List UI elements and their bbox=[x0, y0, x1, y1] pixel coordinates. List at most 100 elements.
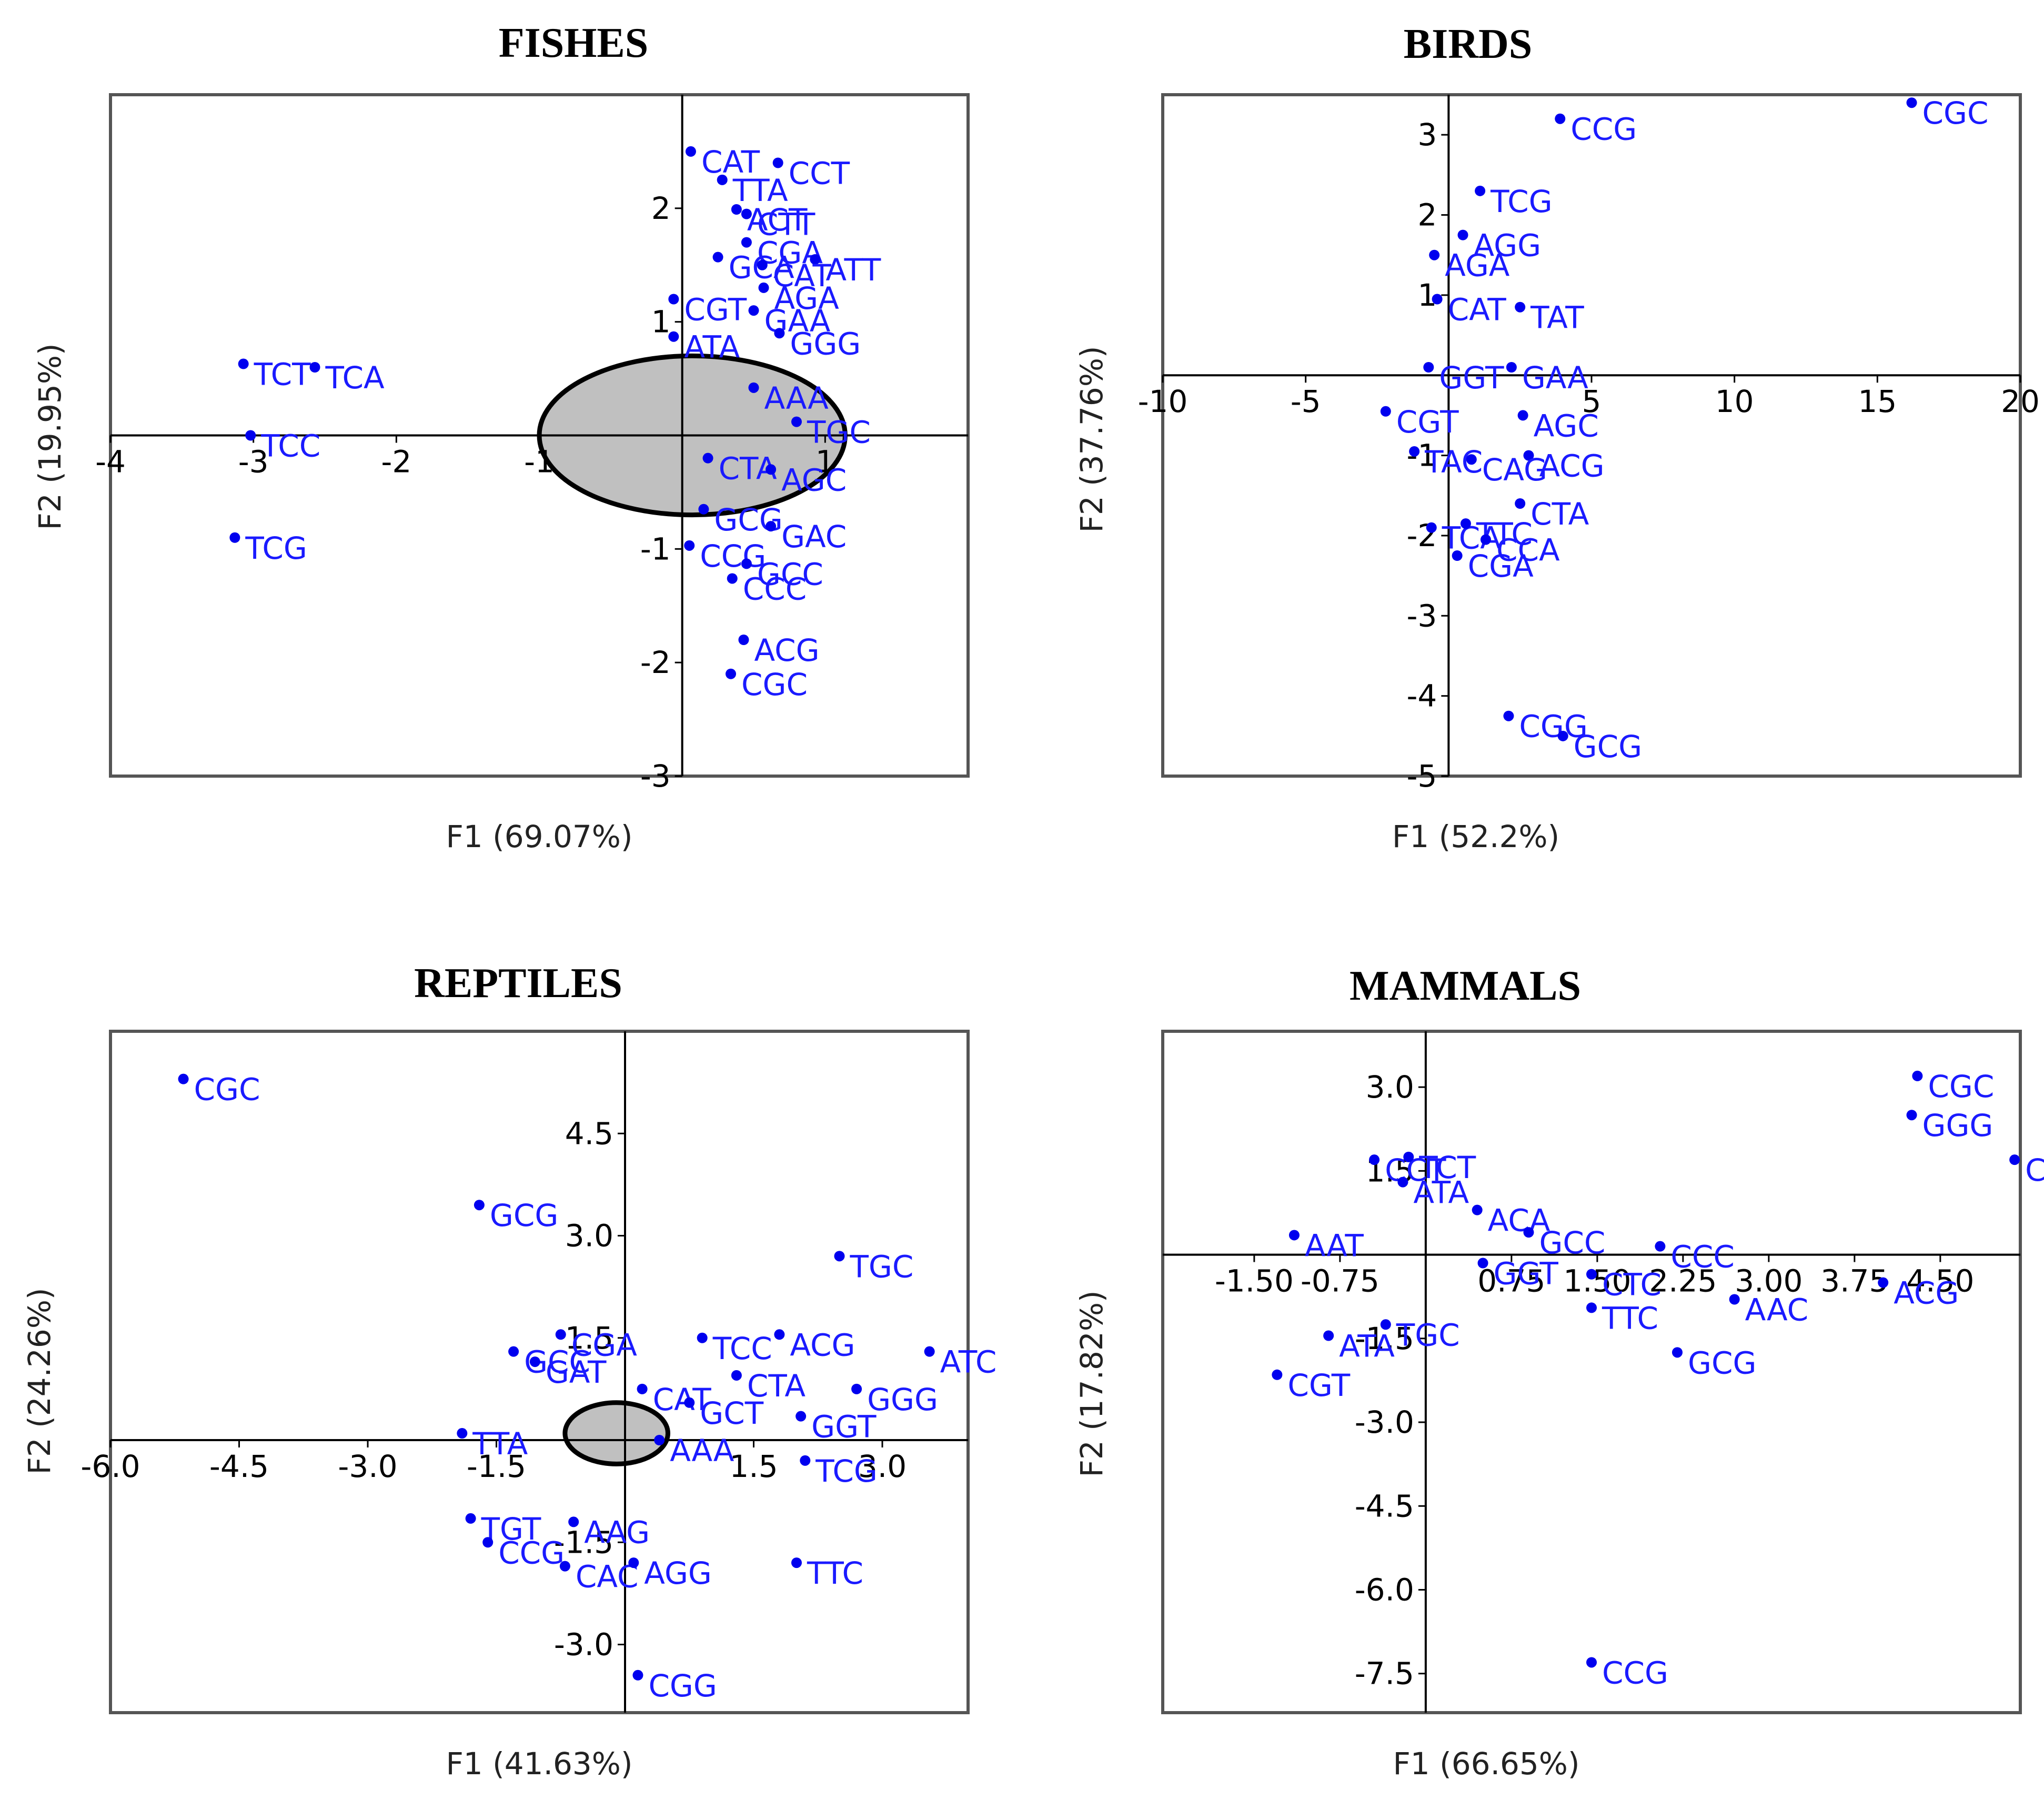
data-point bbox=[1555, 113, 1566, 124]
x-tick-label: -3 bbox=[238, 444, 269, 480]
point-label: AGG bbox=[644, 1555, 712, 1591]
point-label: CCG bbox=[1602, 1655, 1668, 1691]
x-axis-title: F1 (41.63%) bbox=[446, 1746, 632, 1782]
data-point bbox=[766, 521, 777, 532]
data-point bbox=[1429, 249, 1440, 260]
data-point bbox=[741, 237, 752, 248]
data-point bbox=[1586, 1269, 1597, 1280]
point-label: GCT bbox=[700, 1395, 763, 1431]
point-label: ATT bbox=[825, 252, 881, 288]
chart-title: REPTILES bbox=[414, 960, 622, 1007]
data-point bbox=[1515, 301, 1526, 313]
data-point bbox=[757, 259, 768, 270]
data-point bbox=[727, 573, 738, 584]
data-point bbox=[796, 1411, 807, 1422]
point-label: CGG bbox=[2025, 1152, 2044, 1188]
data-point bbox=[1906, 97, 1917, 108]
data-point bbox=[1477, 1258, 1488, 1269]
point-label: ACG bbox=[1894, 1275, 1959, 1311]
x-tick-label: 5 bbox=[1582, 384, 1602, 419]
data-point bbox=[1878, 1277, 1889, 1288]
point-label: ATC bbox=[940, 1344, 997, 1380]
point-label: CCG bbox=[1570, 112, 1637, 147]
data-point bbox=[1672, 1347, 1683, 1358]
point-label: CAT bbox=[773, 258, 832, 294]
point-label: CAG bbox=[1482, 452, 1547, 488]
data-point bbox=[1517, 410, 1528, 421]
data-point bbox=[851, 1383, 862, 1394]
point-label: AGA bbox=[774, 280, 840, 316]
point-label: TCG bbox=[245, 530, 307, 566]
x-tick-label: 15 bbox=[1858, 384, 1897, 419]
data-point bbox=[698, 504, 709, 515]
point-label: CGA bbox=[757, 235, 823, 271]
point-label: AGC bbox=[781, 462, 847, 498]
y-axis-title: F2 (37.76%) bbox=[1074, 346, 1110, 532]
data-point bbox=[731, 204, 742, 215]
data-point bbox=[1557, 730, 1568, 741]
x-tick-label: 1.5 bbox=[729, 1449, 778, 1484]
y-tick-label: 2 bbox=[651, 190, 671, 226]
x-tick-label: -4.5 bbox=[209, 1449, 269, 1484]
point-label: CTA bbox=[1531, 496, 1589, 532]
x-tick-label: 3.75 bbox=[1820, 1263, 1888, 1299]
plot-frame bbox=[109, 1030, 970, 1714]
plot-marks: -6.0 -4.5 -3.0 -1.5 1.5 3.0 4.5 3.0 1.5 -1.5 -3.0 C… bbox=[80, 1030, 997, 1714]
y-tick-label: -3 bbox=[640, 758, 671, 794]
point-label: TGC bbox=[807, 415, 871, 450]
point-label: CGC bbox=[1922, 95, 1989, 131]
data-point bbox=[1432, 294, 1443, 305]
y-tick-label: -4.5 bbox=[1355, 1488, 1414, 1524]
data-point bbox=[741, 558, 752, 569]
y-tick-label: 3.0 bbox=[1366, 1069, 1414, 1105]
y-tick-label: -4 bbox=[1406, 678, 1437, 714]
point-label: GCG bbox=[1574, 729, 1642, 765]
point-label: TTC bbox=[807, 1555, 863, 1591]
data-point bbox=[810, 254, 821, 265]
y-tick-label: 2 bbox=[1417, 197, 1437, 233]
data-point bbox=[309, 362, 320, 373]
data-point bbox=[924, 1346, 935, 1357]
data-point bbox=[774, 328, 785, 339]
point-label: AGG bbox=[1474, 228, 1542, 264]
data-point bbox=[1586, 1657, 1597, 1668]
data-point bbox=[1423, 362, 1434, 373]
plot-frame bbox=[1161, 1030, 2022, 1714]
data-point bbox=[1288, 1230, 1300, 1241]
point-label: CCT bbox=[789, 156, 850, 192]
data-point bbox=[637, 1383, 648, 1394]
y-tick-label: 3.0 bbox=[565, 1218, 613, 1254]
birds-panel: BIRDS F1 (52.2%) F2 (37.76%) -10 -5 5 10 15 2… bbox=[1074, 21, 2040, 854]
data-point bbox=[632, 1670, 643, 1681]
point-label: GGT bbox=[1494, 1256, 1559, 1292]
data-point bbox=[741, 208, 752, 219]
data-point bbox=[238, 358, 249, 369]
point-label: GCC bbox=[1539, 1225, 1605, 1261]
point-label: GCG bbox=[1688, 1345, 1756, 1381]
point-label: CTA bbox=[747, 1368, 805, 1404]
point-label: CGT bbox=[1287, 1367, 1350, 1403]
point-label: GCC bbox=[757, 556, 823, 592]
data-point bbox=[1523, 450, 1534, 461]
point-label: TCA bbox=[325, 360, 385, 396]
data-point bbox=[1906, 1110, 1917, 1121]
point-label: GAT bbox=[546, 1354, 607, 1390]
data-point bbox=[697, 1332, 708, 1343]
y-tick-label: -5 bbox=[1406, 758, 1437, 794]
y-tick-label: -2 bbox=[640, 645, 671, 680]
x-axis-title: F1 (69.07%) bbox=[446, 819, 632, 854]
y-tick-label: 1 bbox=[651, 304, 671, 340]
data-point bbox=[568, 1516, 579, 1527]
y-tick-label: -3.0 bbox=[554, 1627, 613, 1663]
point-label: ACG bbox=[790, 1327, 855, 1363]
data-point bbox=[457, 1428, 468, 1439]
point-label: TGC bbox=[850, 1249, 914, 1284]
data-point bbox=[1480, 534, 1491, 545]
x-tick-label: 4.50 bbox=[1906, 1263, 1974, 1299]
point-label: CCC bbox=[1670, 1239, 1735, 1275]
data-point bbox=[465, 1513, 476, 1524]
point-label: CGA bbox=[571, 1327, 637, 1363]
data-point bbox=[229, 532, 240, 543]
plot-marks: -1.50 -0.75 0.75 1.50 2.25 3.00 3.75 4.503.01.5… bbox=[1161, 1030, 2044, 1714]
